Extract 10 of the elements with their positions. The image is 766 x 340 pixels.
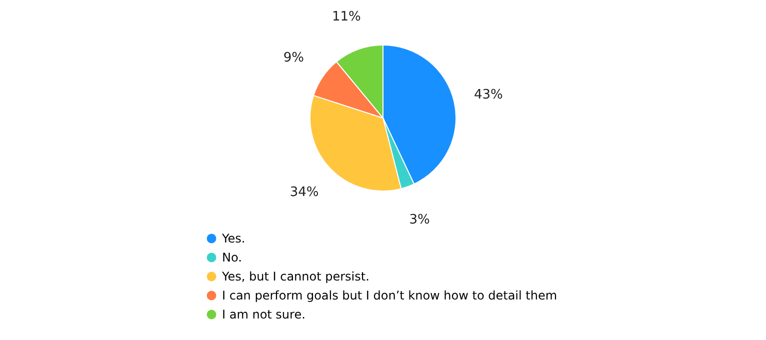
data-label: 9% [283,50,304,66]
legend-label: Yes. [221,232,246,246]
data-label: 43% [474,87,503,102]
legend-label: I am not sure. [222,308,306,322]
data-label: 3% [409,212,430,228]
data-label: 34% [290,184,319,200]
data-label: 11% [332,9,361,24]
legend-label: I can perform goals but I don’t know how to detail them [222,288,558,302]
legend-label: Yes, but I cannot persist. [221,270,370,284]
legend-label: No. [222,250,242,264]
